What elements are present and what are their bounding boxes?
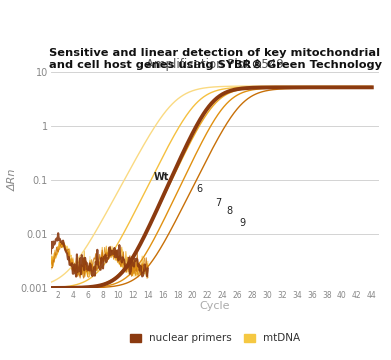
Text: 7: 7 [215,198,221,208]
Y-axis label: ΔRn: ΔRn [8,169,18,191]
Legend: nuclear primers, mtDNA: nuclear primers, mtDNA [126,329,304,348]
Title: Amplification Plot A549: Amplification Plot A549 [146,58,284,71]
Text: Wt: Wt [154,172,169,182]
Text: 9: 9 [239,218,245,228]
Text: 8: 8 [226,207,232,216]
Text: 6: 6 [196,184,203,194]
X-axis label: Cycle: Cycle [200,301,230,311]
Text: Sensitive and linear detection of key mitochondrial
and cell host genes using SY: Sensitive and linear detection of key mi… [48,48,382,70]
